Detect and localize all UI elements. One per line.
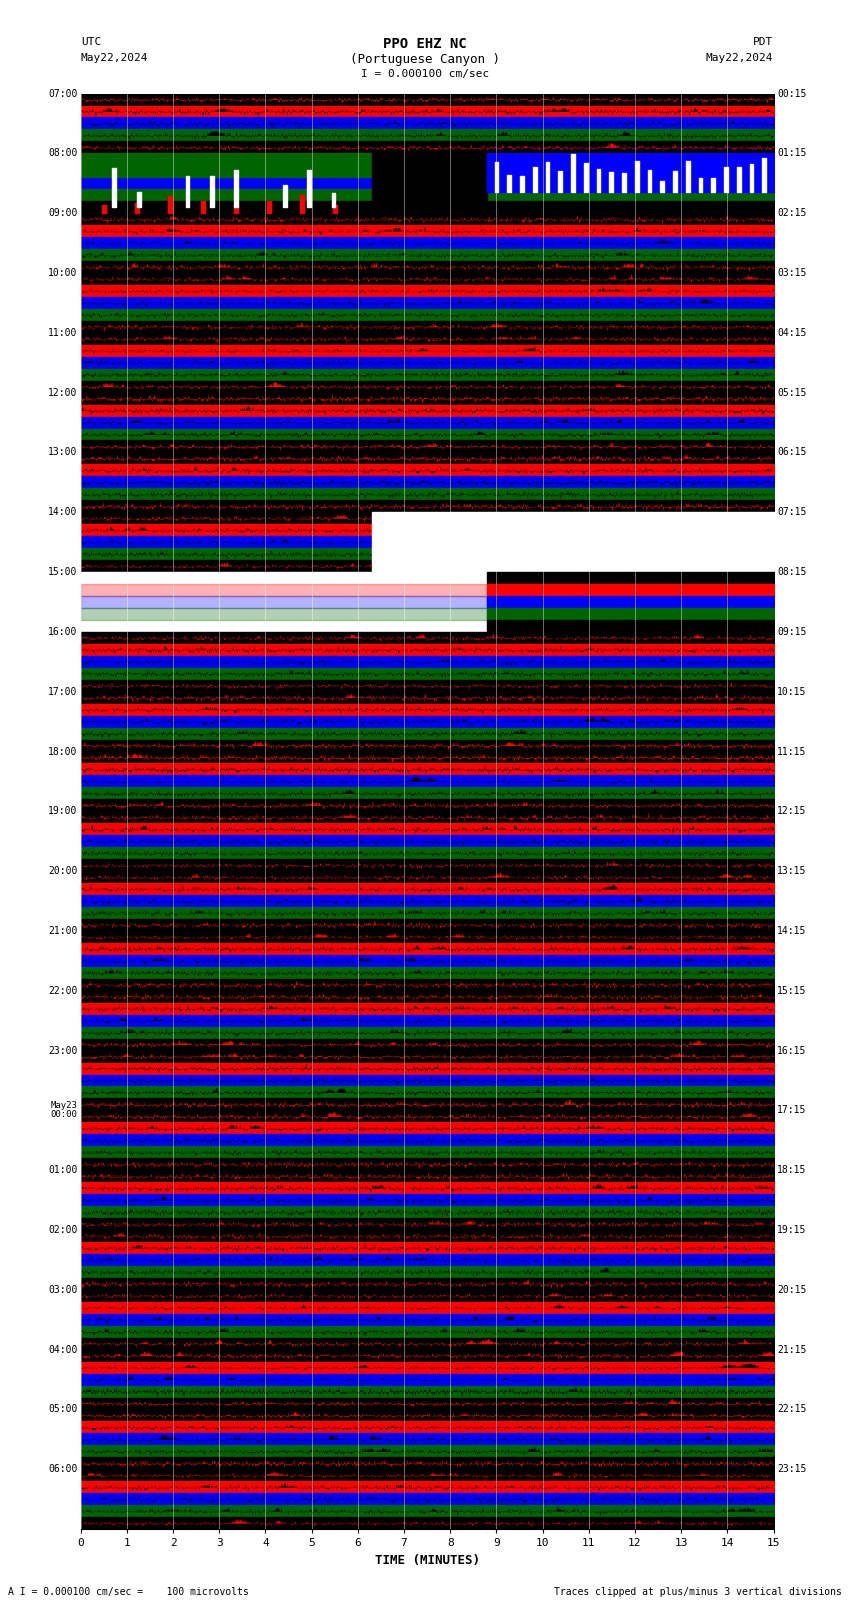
Text: 19:00: 19:00 bbox=[48, 806, 77, 816]
Text: 04:00: 04:00 bbox=[48, 1345, 77, 1355]
Text: 09:15: 09:15 bbox=[777, 627, 807, 637]
Text: UTC: UTC bbox=[81, 37, 101, 47]
Text: I = 0.000100 cm/sec: I = 0.000100 cm/sec bbox=[361, 69, 489, 79]
Text: Traces clipped at plus/minus 3 vertical divisions: Traces clipped at plus/minus 3 vertical … bbox=[553, 1587, 842, 1597]
Text: 13:00: 13:00 bbox=[48, 447, 77, 458]
Text: 01:00: 01:00 bbox=[48, 1165, 77, 1176]
Text: 01:15: 01:15 bbox=[777, 148, 807, 158]
Text: 19:15: 19:15 bbox=[777, 1224, 807, 1236]
Text: 15:00: 15:00 bbox=[48, 568, 77, 577]
Text: 07:00: 07:00 bbox=[48, 89, 77, 98]
Text: 11:00: 11:00 bbox=[48, 327, 77, 337]
Text: 20:00: 20:00 bbox=[48, 866, 77, 876]
Text: 06:15: 06:15 bbox=[777, 447, 807, 458]
Text: 22:15: 22:15 bbox=[777, 1405, 807, 1415]
Text: 18:15: 18:15 bbox=[777, 1165, 807, 1176]
Text: 12:00: 12:00 bbox=[48, 387, 77, 398]
Text: 02:00: 02:00 bbox=[48, 1224, 77, 1236]
Text: May22,2024: May22,2024 bbox=[81, 53, 148, 63]
Text: 03:15: 03:15 bbox=[777, 268, 807, 277]
Text: 00:00: 00:00 bbox=[50, 1110, 77, 1119]
Text: 05:15: 05:15 bbox=[777, 387, 807, 398]
Text: 10:00: 10:00 bbox=[48, 268, 77, 277]
Text: 13:15: 13:15 bbox=[777, 866, 807, 876]
Text: PDT: PDT bbox=[753, 37, 774, 47]
Text: 06:00: 06:00 bbox=[48, 1465, 77, 1474]
Text: 22:00: 22:00 bbox=[48, 986, 77, 995]
Text: 10:15: 10:15 bbox=[777, 687, 807, 697]
Text: 14:00: 14:00 bbox=[48, 506, 77, 518]
Text: 18:00: 18:00 bbox=[48, 747, 77, 756]
Text: May22,2024: May22,2024 bbox=[706, 53, 774, 63]
Text: PPO EHZ NC: PPO EHZ NC bbox=[383, 37, 467, 52]
Text: 16:15: 16:15 bbox=[777, 1045, 807, 1055]
Text: 00:15: 00:15 bbox=[777, 89, 807, 98]
Text: 11:15: 11:15 bbox=[777, 747, 807, 756]
Text: 16:00: 16:00 bbox=[48, 627, 77, 637]
Text: 08:15: 08:15 bbox=[777, 568, 807, 577]
Text: 20:15: 20:15 bbox=[777, 1286, 807, 1295]
Text: May23: May23 bbox=[50, 1102, 77, 1110]
Text: 23:00: 23:00 bbox=[48, 1045, 77, 1055]
Text: 03:00: 03:00 bbox=[48, 1286, 77, 1295]
Text: A I = 0.000100 cm/sec =    100 microvolts: A I = 0.000100 cm/sec = 100 microvolts bbox=[8, 1587, 249, 1597]
Text: 21:00: 21:00 bbox=[48, 926, 77, 936]
Text: 05:00: 05:00 bbox=[48, 1405, 77, 1415]
Text: 08:00: 08:00 bbox=[48, 148, 77, 158]
Text: 09:00: 09:00 bbox=[48, 208, 77, 218]
Text: 02:15: 02:15 bbox=[777, 208, 807, 218]
Text: 23:15: 23:15 bbox=[777, 1465, 807, 1474]
Text: 07:15: 07:15 bbox=[777, 506, 807, 518]
X-axis label: TIME (MINUTES): TIME (MINUTES) bbox=[375, 1553, 479, 1566]
Text: 12:15: 12:15 bbox=[777, 806, 807, 816]
Text: 14:15: 14:15 bbox=[777, 926, 807, 936]
Text: (Portuguese Canyon ): (Portuguese Canyon ) bbox=[350, 53, 500, 66]
Text: 21:15: 21:15 bbox=[777, 1345, 807, 1355]
Text: 15:15: 15:15 bbox=[777, 986, 807, 995]
Text: 17:15: 17:15 bbox=[777, 1105, 807, 1116]
Text: 17:00: 17:00 bbox=[48, 687, 77, 697]
Text: 04:15: 04:15 bbox=[777, 327, 807, 337]
